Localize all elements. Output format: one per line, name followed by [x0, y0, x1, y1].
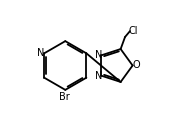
Text: Br: Br [59, 92, 70, 102]
Text: N: N [95, 71, 102, 81]
Text: N: N [95, 50, 102, 60]
Text: O: O [132, 61, 140, 70]
Text: N: N [37, 48, 45, 58]
Text: Cl: Cl [128, 26, 138, 36]
